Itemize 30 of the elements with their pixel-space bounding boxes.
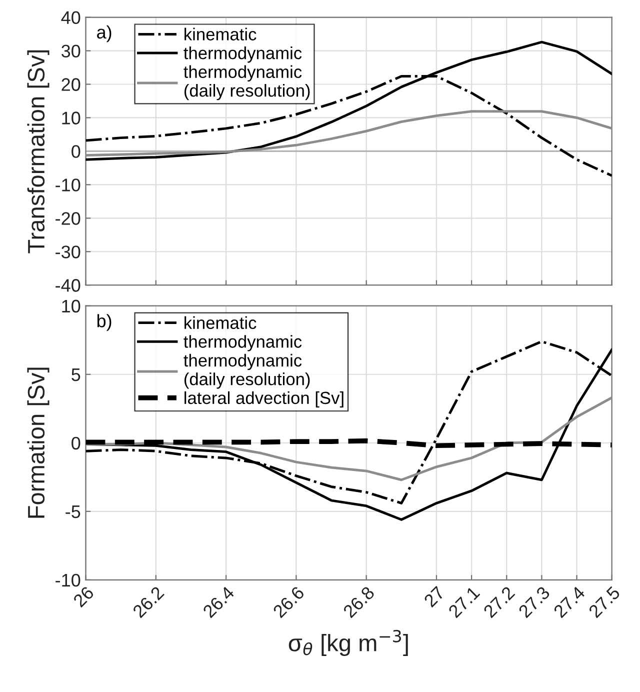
x-tick-label: 27.1 xyxy=(448,586,480,618)
y-tick-label: 5 xyxy=(72,368,80,382)
y-tick-label: -40 xyxy=(56,279,80,292)
legend-label: kinematic xyxy=(184,28,256,40)
y-tick-label: -10 xyxy=(56,574,80,587)
x-tick-label: 27 xyxy=(423,586,446,608)
y-tick-label: 20 xyxy=(62,78,80,91)
y-tick-label: 40 xyxy=(61,11,80,24)
y-tick-label: 0 xyxy=(72,436,80,450)
y-tick-label: 0 xyxy=(72,145,80,158)
y-axis-title: Transformation [Sv] xyxy=(27,50,50,254)
legend-label: thermodynamic (daily resolution) xyxy=(184,354,310,389)
x-tick-label: 26 xyxy=(72,586,95,608)
y-tick-label: -20 xyxy=(56,212,80,225)
y-axis-title: Formation [Sv] xyxy=(27,368,50,518)
y-tick-label: -30 xyxy=(56,246,80,258)
y-tick-label: 10 xyxy=(62,112,80,124)
legend-label: kinematic xyxy=(184,316,256,330)
annotation: a) xyxy=(97,25,112,42)
y-tick-label: 10 xyxy=(62,300,80,313)
legend-label: lateral advection [Sv] xyxy=(184,391,344,408)
y-tick-label: -10 xyxy=(56,178,80,192)
x-axis-title: σ$_{θ}$ [kg m$^{−3}$] xyxy=(288,630,408,656)
annotation: b) xyxy=(97,314,112,331)
line-series xyxy=(86,110,612,156)
y-tick-label: -5 xyxy=(66,506,80,518)
legend-label: thermodynamic (daily resolution) xyxy=(184,65,310,100)
legend-label: thermodynamic xyxy=(184,335,302,352)
y-tick-label: 30 xyxy=(62,44,80,58)
legend-label: thermodynamic xyxy=(184,46,302,63)
